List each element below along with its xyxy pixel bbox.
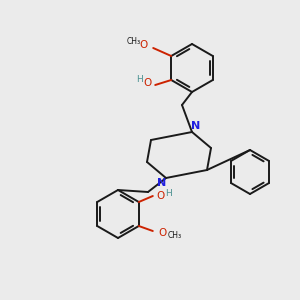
Text: N: N — [158, 178, 166, 188]
Text: CH₃: CH₃ — [168, 232, 182, 241]
Text: H: H — [136, 76, 142, 85]
Text: O: O — [143, 78, 151, 88]
Text: CH₃: CH₃ — [126, 37, 140, 46]
Text: H: H — [165, 190, 172, 199]
Text: O: O — [157, 191, 165, 201]
Text: N: N — [191, 121, 201, 131]
Text: O: O — [159, 228, 167, 238]
Text: O: O — [139, 40, 147, 50]
